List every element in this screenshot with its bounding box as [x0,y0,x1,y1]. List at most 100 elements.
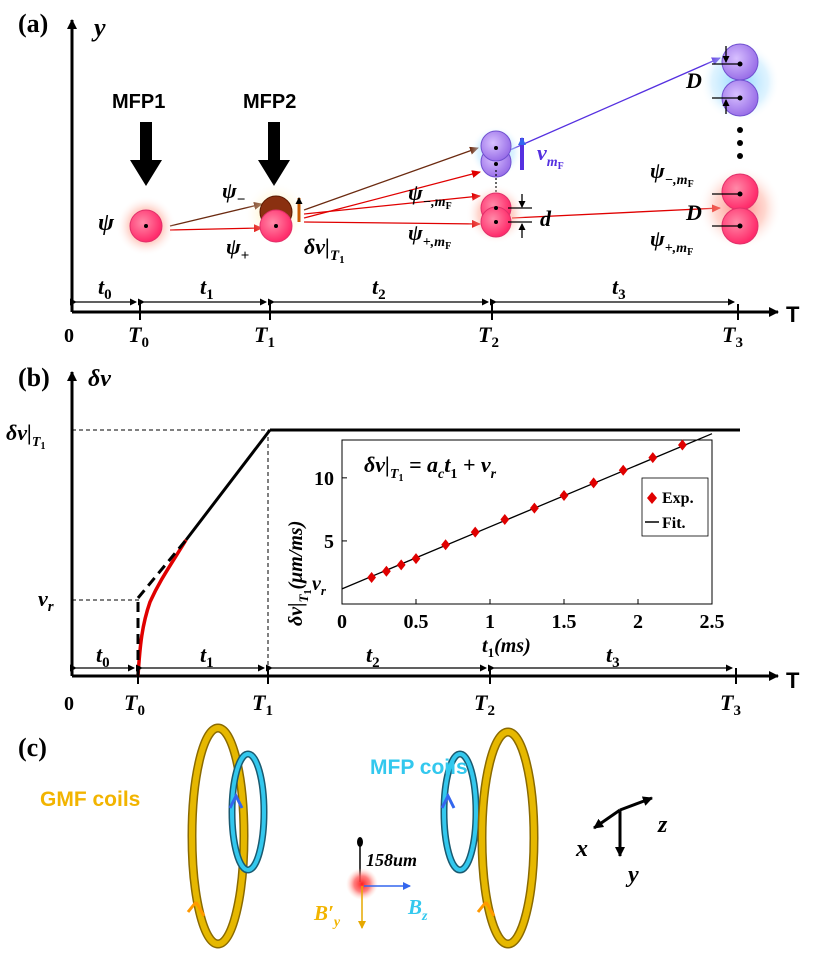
psi-minus-mf-label: ψ−,mF [408,180,452,212]
traj-red-to-right [511,204,721,219]
D-top-label: D [685,68,702,93]
inset-legend [641,477,709,537]
vr-label: vr [38,586,54,615]
panel-c-label: (c) [18,733,47,762]
panel-a-x-label: T [786,302,800,327]
panel-b-T3: T3 [720,690,741,719]
inset-y-tick-label: 5 [324,531,334,553]
ellipsis-dot-2 [737,140,743,146]
distance-top-marker [357,837,363,847]
inset-exp-point [411,553,421,565]
inset-x-tick-label: 0 [337,611,347,633]
atom-mid-top-center [494,206,498,210]
atom-bec [346,868,378,900]
atom-psi-plus-center [274,224,278,228]
level-label: δv|T1 [6,420,45,452]
by-label: B′y [313,901,341,930]
inset-formula: δv|T1 = act1 + vr [364,452,497,484]
gmf-right-direction-arrow [476,901,496,917]
inset-exp-point [470,526,480,538]
panel-b-T1: T1 [252,690,273,719]
inset-exp-point [589,477,598,489]
gmf-coil-left [189,725,247,947]
inset-x-tick-label: 0.5 [404,611,429,633]
psi-plus-label: ψ+ [226,234,249,264]
panel-b-t1: t1 [200,642,214,671]
mfp-coils-label: MFP coils [370,756,468,779]
traj-blue-to-top [509,57,721,151]
inset-exp-point [648,452,658,464]
panel-b-y-label: δv [88,366,111,392]
coord-x-label: x [575,836,588,862]
panel-a-t0: t0 [98,274,112,303]
panel-c: (c) GMF coils MFP coils 158um B′y Bz [18,723,668,949]
inset-exp-point [559,490,569,502]
inset-exp-point [530,502,539,514]
panel-a-y-label: y [91,13,106,42]
panel-a: (a) y T 0 t0 t1 t2 t3 T0 T1 T2 T3 [18,9,800,351]
mfp-coil-left [230,752,266,872]
panel-b-T0: T0 [124,690,145,719]
mfp1-arrow [130,122,162,186]
panel-b-t2: t2 [366,642,380,671]
d-label: d [540,206,552,231]
legend-fit-label: Fit. [662,515,686,532]
panel-b: (b) δv T 0 δv|T1 vr t0 t1 [6,363,800,719]
atom-upper-center [494,146,498,150]
coord-z-label: z [657,812,668,838]
traj-plus-to-lower [303,219,481,228]
gmf-coils-label: GMF coils [40,788,140,811]
coord-x-axis [593,808,621,830]
panel-b-T2: T2 [474,690,495,719]
inset-x-tick-label: 2 [633,611,643,633]
inset-x-tick-label: 1 [485,611,495,633]
inset-x-tick-label: 1.5 [552,611,577,633]
gmf-coil-right [479,729,537,947]
panel-a-t2: t2 [372,274,386,303]
ellipsis-dot-1 [737,127,743,133]
inset-exp-point [441,539,450,551]
mfp-coil-right [442,752,478,872]
D-mid-label: D [685,200,702,225]
inset-exp-point [500,513,510,525]
traj-minus-to-upper [303,146,479,211]
panel-a-T2: T2 [478,322,499,351]
profile-slope [184,429,272,541]
psi-minus-label: ψ− [222,178,245,208]
v-mf-label: vmF [537,140,564,172]
atom-psi-center [144,224,148,228]
inset-exp-point [618,464,628,476]
gmf-left-direction-arrow [186,901,206,917]
panel-b-x-label: T [786,668,800,693]
ellipsis-dot-3 [737,153,743,159]
traj-psi-to-plus [169,224,263,233]
atom-upper-center2 [494,162,498,166]
mfp2-label: MFP2 [243,91,296,113]
panel-a-T0: T0 [128,322,149,351]
mfp-left-direction-arrow [228,792,244,809]
bz-label: Bz [407,895,428,924]
panel-b-t3: t3 [606,642,620,671]
panel-b-t0: t0 [96,642,110,671]
coord-z-axis [619,796,653,812]
mfp-right-direction-arrow [440,792,456,809]
psi-label: ψ [98,210,115,236]
inset-y-title: δv|T1(μm/ms) [285,521,314,626]
inset-exp-point [396,559,406,571]
psi-plus-mf-right-label: ψ+,mF [650,226,693,258]
inset-exp-point [678,439,687,451]
delta-v-label: δv|T1 [304,234,345,266]
inset-exp-point [382,565,391,577]
psi-plus-mf-label: ψ+,mF [408,220,451,252]
distance-label: 158um [366,850,417,870]
inset-y-tick-label: 10 [314,468,334,490]
legend-exp-label: Exp. [662,490,694,507]
inset-x-tick-label: 2.5 [700,611,725,633]
psi-minus-mf-right-label: ψ−,mF [650,158,694,190]
profile-dashed-slope [136,539,188,599]
legend-exp-marker [647,492,657,504]
profile-red-curve [136,539,188,677]
panel-a-origin: 0 [64,325,74,347]
panel-a-t1: t1 [200,274,214,303]
